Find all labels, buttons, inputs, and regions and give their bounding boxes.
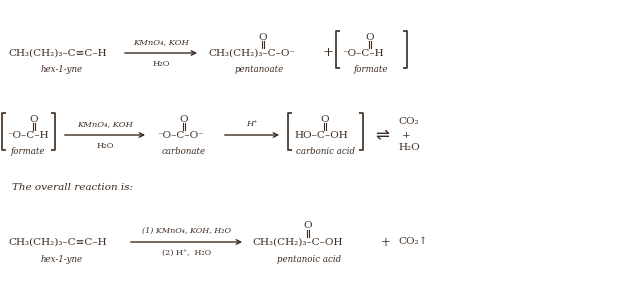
Text: +: + xyxy=(402,131,410,139)
Text: H₂O: H₂O xyxy=(398,143,420,152)
Text: CH₃(CH₂)₃–C–O⁻: CH₃(CH₂)₃–C–O⁻ xyxy=(208,48,295,58)
Text: +: + xyxy=(322,46,334,59)
Text: hex-1-yne: hex-1-yne xyxy=(41,66,83,74)
Text: ⁻O–C–H: ⁻O–C–H xyxy=(342,48,384,58)
Text: CO₂↑: CO₂↑ xyxy=(398,238,428,246)
Text: CO₂: CO₂ xyxy=(398,117,419,127)
Text: CH₃(CH₂)₃–C≡C–H: CH₃(CH₂)₃–C≡C–H xyxy=(8,238,107,246)
Text: H⁺: H⁺ xyxy=(246,120,258,128)
Text: pentanoate: pentanoate xyxy=(234,66,283,74)
Text: KMnO₄, KOH: KMnO₄, KOH xyxy=(77,120,133,128)
Text: CH₃(CH₂)₃–C–OH: CH₃(CH₂)₃–C–OH xyxy=(252,238,342,246)
Text: O: O xyxy=(259,33,267,41)
Text: hex-1-yne: hex-1-yne xyxy=(41,254,83,264)
Text: HO–C–OH: HO–C–OH xyxy=(294,131,348,139)
Text: O: O xyxy=(180,114,188,124)
Text: pentanoic acid: pentanoic acid xyxy=(277,254,341,264)
Text: ⇌: ⇌ xyxy=(375,126,389,144)
Text: +: + xyxy=(381,235,391,249)
Text: CH₃(CH₂)₃–C≡C–H: CH₃(CH₂)₃–C≡C–H xyxy=(8,48,107,58)
Text: (1) KMnO₄, KOH, H₂O: (1) KMnO₄, KOH, H₂O xyxy=(142,227,231,235)
Text: O: O xyxy=(366,33,374,41)
Text: H₂O: H₂O xyxy=(153,60,170,68)
Text: carbonate: carbonate xyxy=(162,148,206,156)
Text: O: O xyxy=(321,114,329,124)
Text: ⁻O–C–H: ⁻O–C–H xyxy=(7,131,48,139)
Text: H₂O: H₂O xyxy=(96,142,113,150)
Text: O: O xyxy=(30,114,38,124)
Text: formate: formate xyxy=(354,66,388,74)
Text: KMnO₄, KOH: KMnO₄, KOH xyxy=(133,38,189,46)
Text: O: O xyxy=(304,221,312,231)
Text: formate: formate xyxy=(11,148,45,156)
Text: (2) H⁺,  H₂O: (2) H⁺, H₂O xyxy=(162,249,211,257)
Text: ⁻O–C–O⁻: ⁻O–C–O⁻ xyxy=(157,131,204,139)
Text: carbonic acid: carbonic acid xyxy=(296,148,355,156)
Text: The overall reaction is:: The overall reaction is: xyxy=(12,182,133,192)
